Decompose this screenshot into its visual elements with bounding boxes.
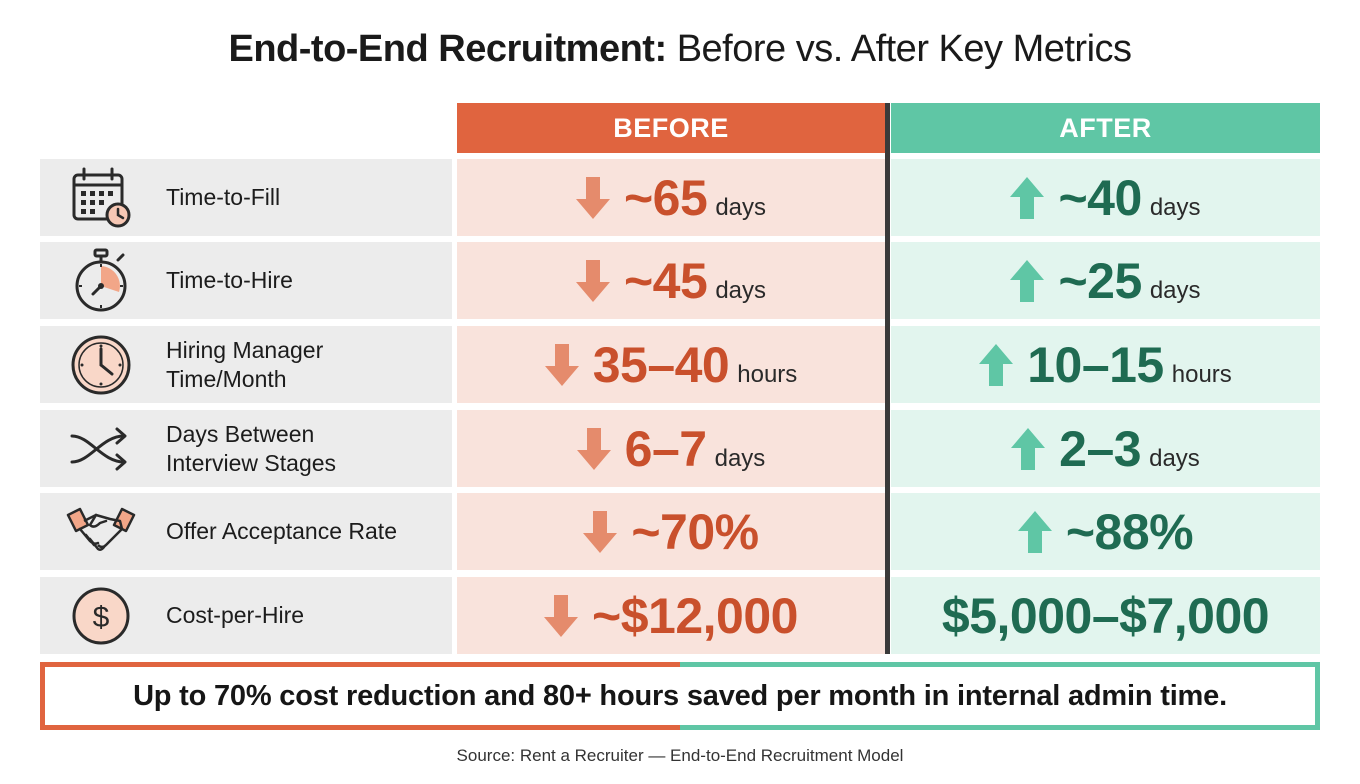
after-value-cell: ~40 days bbox=[891, 159, 1320, 236]
before-value: ~70% bbox=[631, 504, 759, 560]
metric-cell: Time-to-Fill bbox=[40, 159, 452, 236]
svg-text:$: $ bbox=[93, 601, 110, 634]
before-value-cell: 35–40 hours bbox=[457, 326, 885, 403]
after-value: $5,000–$7,000 bbox=[941, 588, 1270, 644]
before-value: ~$12,000 bbox=[592, 588, 798, 644]
after-unit: days bbox=[1149, 194, 1201, 221]
before-value-cell: ~70% bbox=[457, 493, 885, 570]
before-unit: days bbox=[714, 445, 766, 472]
arrow-up-icon bbox=[979, 343, 1014, 386]
after-value-cell: ~88% bbox=[891, 493, 1320, 570]
after-value-cell: $5,000–$7,000 bbox=[891, 577, 1320, 654]
arrow-down-icon bbox=[576, 427, 611, 470]
after-value: ~40 bbox=[1058, 170, 1142, 226]
metric-label: Time-to-Fill bbox=[166, 184, 281, 210]
handshake-icon bbox=[66, 497, 136, 567]
after-column-header: AFTER bbox=[891, 103, 1320, 153]
page-title: End-to-End Recruitment: Before vs. After… bbox=[0, 28, 1360, 71]
title-light: Before vs. After Key Metrics bbox=[676, 28, 1132, 70]
arrow-down-icon bbox=[544, 343, 579, 386]
before-unit: hours bbox=[737, 361, 798, 388]
after-value-cell: 2–3 days bbox=[891, 410, 1320, 487]
before-value: ~45 bbox=[623, 253, 708, 309]
before-value: 35–40 bbox=[592, 337, 730, 393]
arrow-up-icon bbox=[1010, 176, 1045, 219]
after-unit: days bbox=[1149, 445, 1200, 472]
metric-row-offer-acceptance: Offer Acceptance Rate ~70% ~88% bbox=[40, 493, 1320, 570]
metric-label: Hiring Manager Time/Month bbox=[166, 336, 324, 392]
arrow-up-icon bbox=[1011, 427, 1046, 470]
after-value: ~88% bbox=[1065, 504, 1194, 560]
dollar-coin-icon: $ bbox=[66, 581, 136, 651]
calendar-clock-icon bbox=[66, 163, 136, 233]
metric-label: Time-to-Hire bbox=[166, 267, 293, 293]
before-unit: days bbox=[715, 194, 767, 221]
arrow-up-icon bbox=[1010, 259, 1045, 302]
before-value-cell: ~$12,000 bbox=[457, 577, 885, 654]
after-value: ~25 bbox=[1058, 253, 1142, 309]
arrow-down-icon bbox=[583, 510, 618, 553]
arrow-down-icon bbox=[575, 259, 610, 302]
summary-banner: Up to 70% cost reduction and 80+ hours s… bbox=[40, 662, 1320, 730]
metric-cell: Days Between Interview Stages bbox=[40, 410, 452, 487]
after-unit: hours bbox=[1171, 361, 1232, 388]
source-note: Source: Rent a Recruiter — End-to-End Re… bbox=[456, 746, 904, 765]
before-value-cell: ~65 days bbox=[457, 159, 885, 236]
metric-label: Offer Acceptance Rate bbox=[166, 518, 397, 544]
metric-row-cost-per-hire: $ Cost-per-Hire ~$12,000 $5,000–$7,000 bbox=[40, 577, 1320, 654]
before-unit: days bbox=[715, 277, 767, 304]
before-value: 6–7 bbox=[624, 421, 707, 477]
arrow-down-icon bbox=[544, 594, 579, 637]
metric-label: Cost-per-Hire bbox=[166, 602, 305, 628]
metric-cell: Hiring Manager Time/Month bbox=[40, 326, 452, 403]
before-value: ~65 bbox=[623, 170, 708, 226]
summary-banner-text: Up to 70% cost reduction and 80+ hours s… bbox=[45, 667, 1315, 725]
column-divider bbox=[885, 103, 890, 654]
clock-icon bbox=[66, 330, 136, 400]
after-value: 10–15 bbox=[1027, 337, 1164, 393]
after-value-cell: ~25 days bbox=[891, 242, 1320, 319]
after-value-cell: 10–15 hours bbox=[891, 326, 1320, 403]
metric-label: Days Between Interview Stages bbox=[166, 420, 337, 476]
arrow-up-icon bbox=[1017, 510, 1052, 553]
arrow-down-icon bbox=[575, 176, 610, 219]
metric-cell: Offer Acceptance Rate bbox=[40, 493, 452, 570]
metric-cell: Time-to-Hire bbox=[40, 242, 452, 319]
after-unit: days bbox=[1149, 277, 1201, 304]
after-value: 2–3 bbox=[1059, 421, 1142, 477]
before-value-cell: 6–7 days bbox=[457, 410, 885, 487]
metric-row-time-to-fill: Time-to-Fill ~65 days ~40 days bbox=[40, 159, 1320, 236]
before-column-header: BEFORE bbox=[457, 103, 885, 153]
metric-row-days-between-stages: Days Between Interview Stages 6–7 days 2… bbox=[40, 410, 1320, 487]
stopwatch-icon bbox=[66, 246, 136, 316]
metric-row-time-to-hire: Time-to-Hire ~45 days ~25 days bbox=[40, 242, 1320, 319]
before-value-cell: ~45 days bbox=[457, 242, 885, 319]
metric-cell: $ Cost-per-Hire bbox=[40, 577, 452, 654]
shuffle-arrows-icon bbox=[66, 414, 136, 484]
title-bold: End-to-End Recruitment: bbox=[228, 28, 667, 70]
metric-row-hiring-manager-time: Hiring Manager Time/Month 35–40 hours 10… bbox=[40, 326, 1320, 403]
